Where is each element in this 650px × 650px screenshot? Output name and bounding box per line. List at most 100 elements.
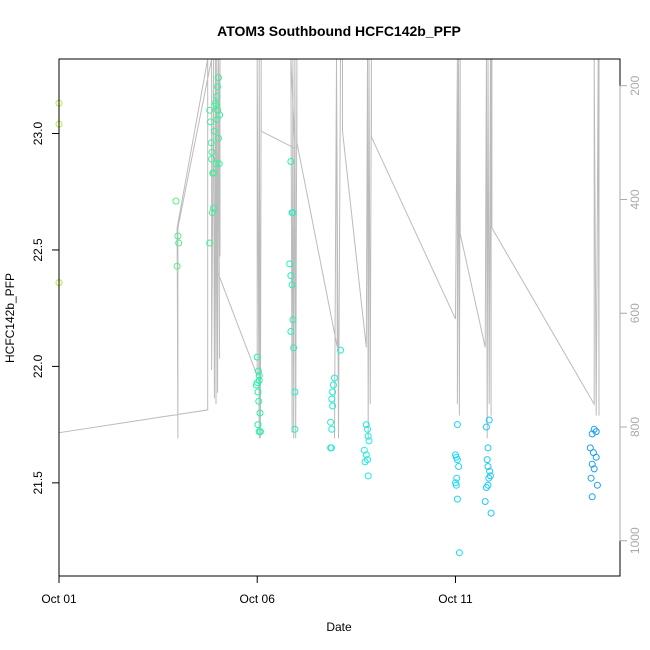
data-point <box>173 262 181 270</box>
data-point <box>453 456 461 464</box>
y-tick-label: 21.5 <box>31 471 45 495</box>
data-point <box>288 281 296 289</box>
data-point <box>327 418 335 426</box>
data-point <box>206 106 214 114</box>
data-point <box>482 423 490 431</box>
data-point <box>592 453 600 461</box>
data-point <box>592 428 600 436</box>
right-axis-tick-label: 1000 <box>628 527 642 554</box>
data-point <box>210 127 218 135</box>
data-point <box>331 374 338 382</box>
data-point <box>362 421 370 429</box>
data-point <box>210 169 218 177</box>
data-point <box>215 160 223 168</box>
data-point <box>255 372 263 380</box>
data-point <box>588 430 596 438</box>
data-point <box>453 495 461 503</box>
data-point <box>593 481 601 489</box>
data-point <box>208 155 216 163</box>
y-tick-label: 22.0 <box>31 354 45 378</box>
data-point <box>364 472 372 480</box>
data-point <box>255 397 263 405</box>
data-point <box>206 239 214 247</box>
data-point <box>337 346 344 354</box>
x-axis-label: Date <box>326 620 352 634</box>
data-point <box>453 421 461 429</box>
data-point <box>213 116 221 123</box>
data-point <box>207 139 215 147</box>
data-point <box>362 451 370 459</box>
data-point <box>291 388 299 396</box>
data-point <box>484 444 492 452</box>
data-point <box>286 260 294 268</box>
data-point <box>455 463 463 470</box>
x-tick-label: Oct 06 <box>240 592 276 606</box>
y-axis-label: HCFC142b_PFP <box>3 273 17 363</box>
x-axis: Oct 01 Oct 06 Oct 11 <box>41 575 473 606</box>
data-point <box>254 388 262 396</box>
data-point <box>484 463 492 470</box>
data-point <box>214 134 222 142</box>
data-point <box>287 272 295 280</box>
data-point <box>214 106 222 114</box>
data-point <box>453 474 461 482</box>
data-point <box>452 481 460 489</box>
data-point <box>483 456 491 464</box>
data-point <box>208 209 216 217</box>
data-point <box>328 425 336 433</box>
data-point <box>208 148 216 156</box>
data-point <box>365 437 373 445</box>
data-point <box>253 353 261 361</box>
right-axis-tick-label: 800 <box>628 417 642 437</box>
data-point <box>329 402 337 410</box>
data-point <box>291 425 299 433</box>
data-point <box>213 92 221 100</box>
data-point <box>207 118 214 126</box>
data-point <box>254 421 262 429</box>
altitude-trace-line <box>58 58 600 439</box>
data-point <box>256 428 264 436</box>
right-axis: 200 400 600 800 1000 <box>619 75 642 554</box>
data-point <box>256 409 264 417</box>
data-point <box>364 456 371 464</box>
y-tick-label: 23.0 <box>31 122 45 146</box>
x-tick-label: Oct 11 <box>438 592 473 606</box>
data-point <box>455 549 463 557</box>
data-point <box>254 367 262 375</box>
altitude-trace-layer <box>58 58 600 439</box>
data-point <box>214 74 222 82</box>
data-point <box>210 204 218 212</box>
data-point <box>172 197 180 205</box>
data-point <box>485 474 493 482</box>
data-point <box>364 425 371 433</box>
data-point <box>290 344 298 352</box>
y-tick-label: 22.5 <box>31 238 45 262</box>
data-point <box>487 509 495 517</box>
data-point <box>586 444 594 452</box>
data-point <box>174 232 182 240</box>
data-point <box>484 481 492 489</box>
data-point <box>214 83 222 91</box>
data-point <box>327 444 335 452</box>
data-point <box>360 446 368 454</box>
data-point <box>175 239 183 247</box>
data-point <box>587 474 595 482</box>
right-axis-tick-label: 200 <box>628 75 642 95</box>
data-point <box>590 465 598 473</box>
data-point <box>289 316 297 324</box>
data-point <box>588 460 596 468</box>
data-point <box>329 381 337 389</box>
data-point <box>212 160 220 168</box>
chart-title: ATOM3 Southbound HCFC142b_PFP <box>217 23 461 39</box>
data-point <box>287 158 295 165</box>
data-point <box>486 467 494 475</box>
x-tick-label: Oct 01 <box>41 592 77 606</box>
data-point <box>485 416 493 424</box>
data-point <box>255 376 263 384</box>
right-axis-tick-label: 400 <box>628 189 642 209</box>
data-point <box>361 458 369 466</box>
data-point <box>287 328 295 335</box>
right-axis-tick-label: 600 <box>628 303 642 323</box>
data-point <box>481 498 489 505</box>
data-point <box>328 395 336 403</box>
